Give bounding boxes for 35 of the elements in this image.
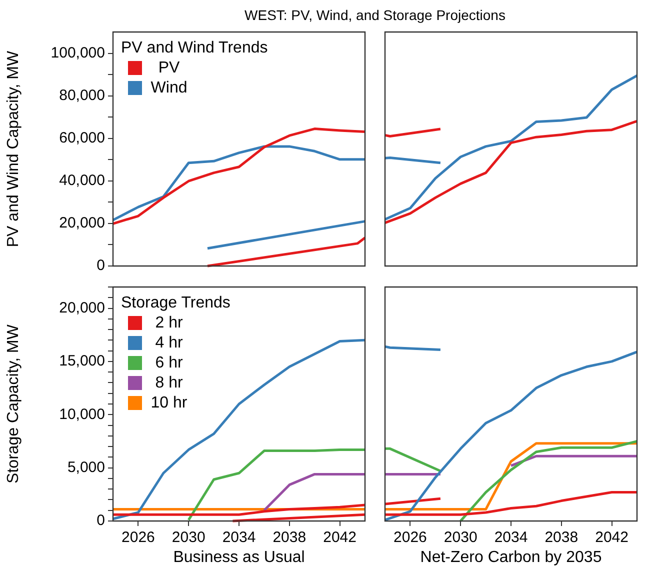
- x-tick-label: 2030: [444, 529, 478, 546]
- y-axis-title: PV and Wind Capacity, MW: [5, 50, 22, 248]
- legend-label: 10 hr: [150, 394, 188, 412]
- y-tick-label: 5,000: [67, 458, 105, 476]
- legend-label: 8 hr: [155, 374, 184, 392]
- y-tick-label: 0: [96, 512, 105, 530]
- x-tick-label: 2038: [544, 529, 578, 546]
- y-tick-label: 60,000: [59, 130, 105, 147]
- y-tick-label: 15,000: [59, 352, 105, 370]
- legend-label: PV: [158, 59, 180, 76]
- legend-title: PV and Wind Trends: [121, 39, 268, 56]
- x-axis-title: Net-Zero Carbon by 2035: [420, 548, 602, 566]
- x-tick-label: 2034: [222, 529, 256, 546]
- y-axis-title: Storage Capacity, MW: [5, 324, 22, 484]
- chart-title: WEST: PV, Wind, and Storage Projections: [244, 7, 506, 23]
- x-axis-title: Business as Usual: [173, 548, 305, 566]
- legend-title: Storage Trends: [121, 294, 230, 312]
- y-tick-label: 20,000: [59, 214, 105, 232]
- x-tick-label: 2034: [494, 529, 528, 546]
- legend-label: 4 hr: [155, 334, 184, 352]
- legend-label: Wind: [150, 79, 188, 96]
- legend-label: 2 hr: [155, 314, 184, 332]
- x-tick-label: 2030: [172, 529, 206, 546]
- x-tick-label: 2042: [595, 529, 628, 546]
- y-tick-label: 40,000: [59, 172, 105, 190]
- y-tick-label: 20,000: [59, 299, 105, 316]
- x-tick-label: 2042: [323, 529, 356, 546]
- x-tick-label: 2038: [272, 529, 306, 546]
- y-tick-label: 100,000: [50, 44, 105, 62]
- y-tick-label: 80,000: [59, 86, 105, 104]
- x-tick-label: 2026: [394, 529, 427, 546]
- x-tick-label: 2026: [122, 529, 155, 546]
- y-tick-label: 0: [96, 257, 105, 274]
- legend-label: 6 hr: [155, 354, 184, 372]
- y-tick-label: 10,000: [59, 406, 105, 423]
